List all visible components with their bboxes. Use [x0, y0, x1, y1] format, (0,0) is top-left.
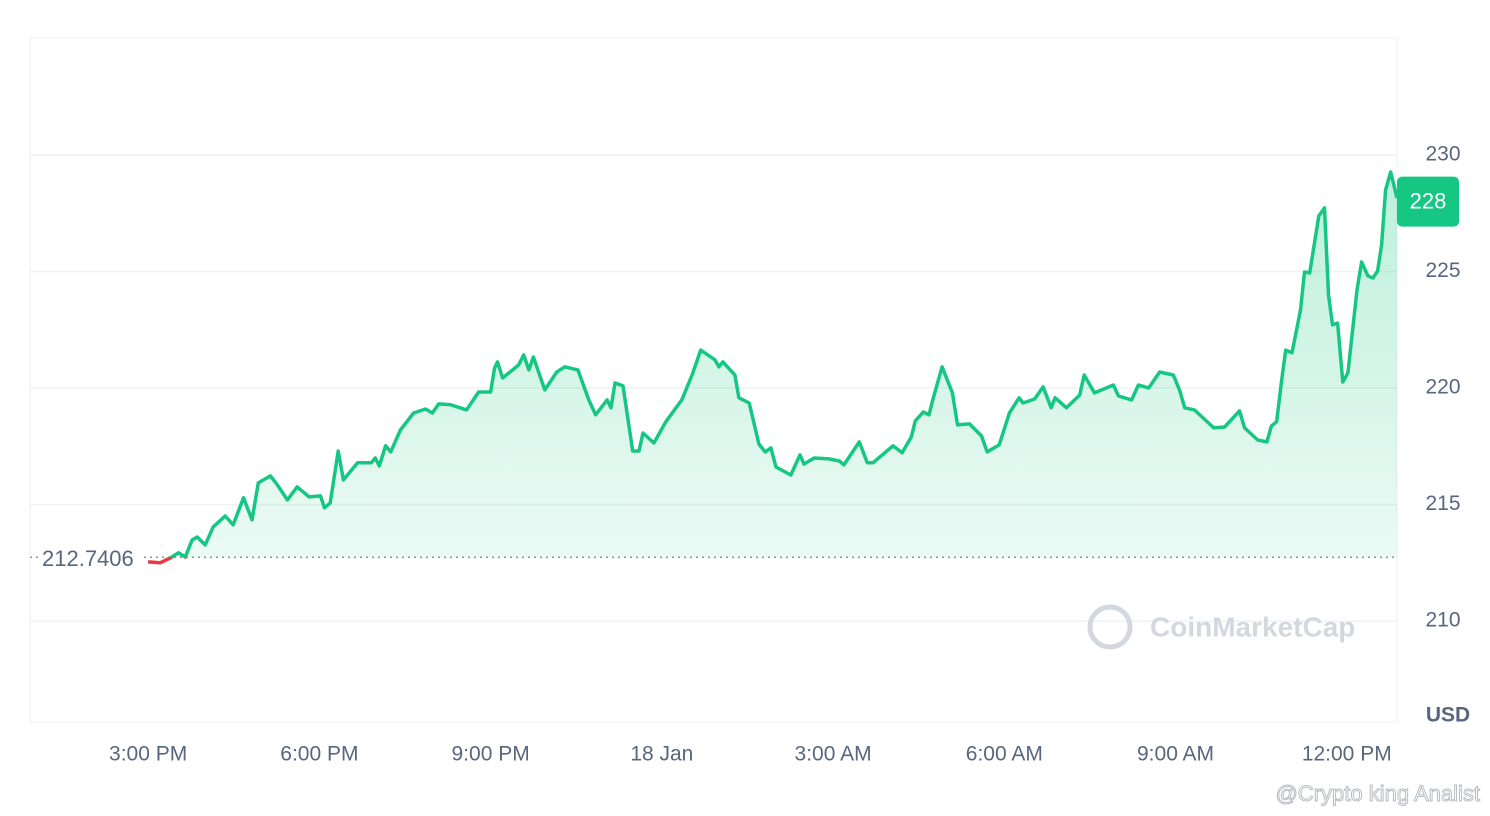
x-tick-label: 9:00 AM [1137, 743, 1214, 766]
x-tick-label: 9:00 PM [452, 743, 530, 766]
current-price-badge [1397, 176, 1459, 227]
current-price-label: 228 [1410, 188, 1447, 213]
x-tick-label: 18 Jan [630, 743, 693, 766]
y-tick-label: 210 [1425, 609, 1460, 632]
x-tick-label: 3:00 AM [795, 743, 872, 766]
watermark: CoinMarketCap [1087, 604, 1355, 650]
price-line [167, 170, 1399, 558]
x-tick-label: 6:00 AM [966, 743, 1043, 766]
x-tick-label: 12:00 PM [1302, 743, 1392, 766]
y-unit: USD [1426, 704, 1470, 727]
y-tick-label: 215 [1425, 492, 1460, 515]
y-tick-label: 225 [1425, 259, 1460, 282]
price-area [171, 172, 1397, 558]
y-tick-label: 220 [1425, 376, 1460, 399]
x-tick-label: 3:00 PM [109, 743, 187, 766]
baseline-label: 212.7406 [42, 546, 134, 571]
watermark-text: CoinMarketCap [1150, 611, 1355, 642]
credit: @Crypto king Analist [1275, 781, 1480, 806]
y-tick-label: 230 [1425, 143, 1460, 166]
watermark-logo [1087, 604, 1133, 650]
x-tick-label: 6:00 PM [280, 743, 358, 766]
baseline-label-bg [38, 543, 144, 572]
